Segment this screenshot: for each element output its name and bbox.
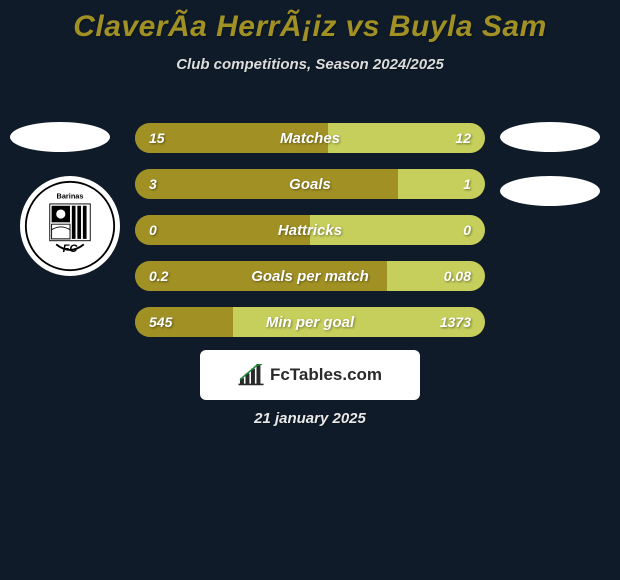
stat-row: 31Goals	[135, 169, 485, 199]
comparison-container: ClaverÃ­a HerrÃ¡iz vs Buyla Sam Club com…	[0, 0, 620, 580]
stat-label: Goals per match	[135, 261, 485, 291]
stat-row: 00Hattricks	[135, 215, 485, 245]
stat-label: Matches	[135, 123, 485, 153]
page-title: ClaverÃ­a HerrÃ¡iz vs Buyla Sam	[0, 0, 620, 44]
club-logo-icon: Barinas FC	[24, 180, 116, 272]
svg-text:Barinas: Barinas	[57, 191, 84, 200]
date-text: 21 january 2025	[0, 410, 620, 427]
stat-row: 0.20.08Goals per match	[135, 261, 485, 291]
player-right-badge	[500, 122, 600, 152]
brand-badge: FcTables.com	[200, 350, 420, 400]
stat-row: 5451373Min per goal	[135, 307, 485, 337]
stat-label: Goals	[135, 169, 485, 199]
brand-text: FcTables.com	[270, 365, 382, 385]
player-left-badge	[10, 122, 110, 152]
club-logo: Barinas FC	[20, 176, 120, 276]
stat-label: Hattricks	[135, 215, 485, 245]
subtitle: Club competitions, Season 2024/2025	[0, 56, 620, 73]
svg-text:FC: FC	[63, 243, 79, 255]
stat-label: Min per goal	[135, 307, 485, 337]
stats-rows: 1512Matches 31Goals 00Hattricks 0.20.08Goal…	[135, 123, 485, 353]
stat-row: 1512Matches	[135, 123, 485, 153]
player-right-badge-2	[500, 176, 600, 206]
bar-chart-icon	[238, 364, 264, 386]
